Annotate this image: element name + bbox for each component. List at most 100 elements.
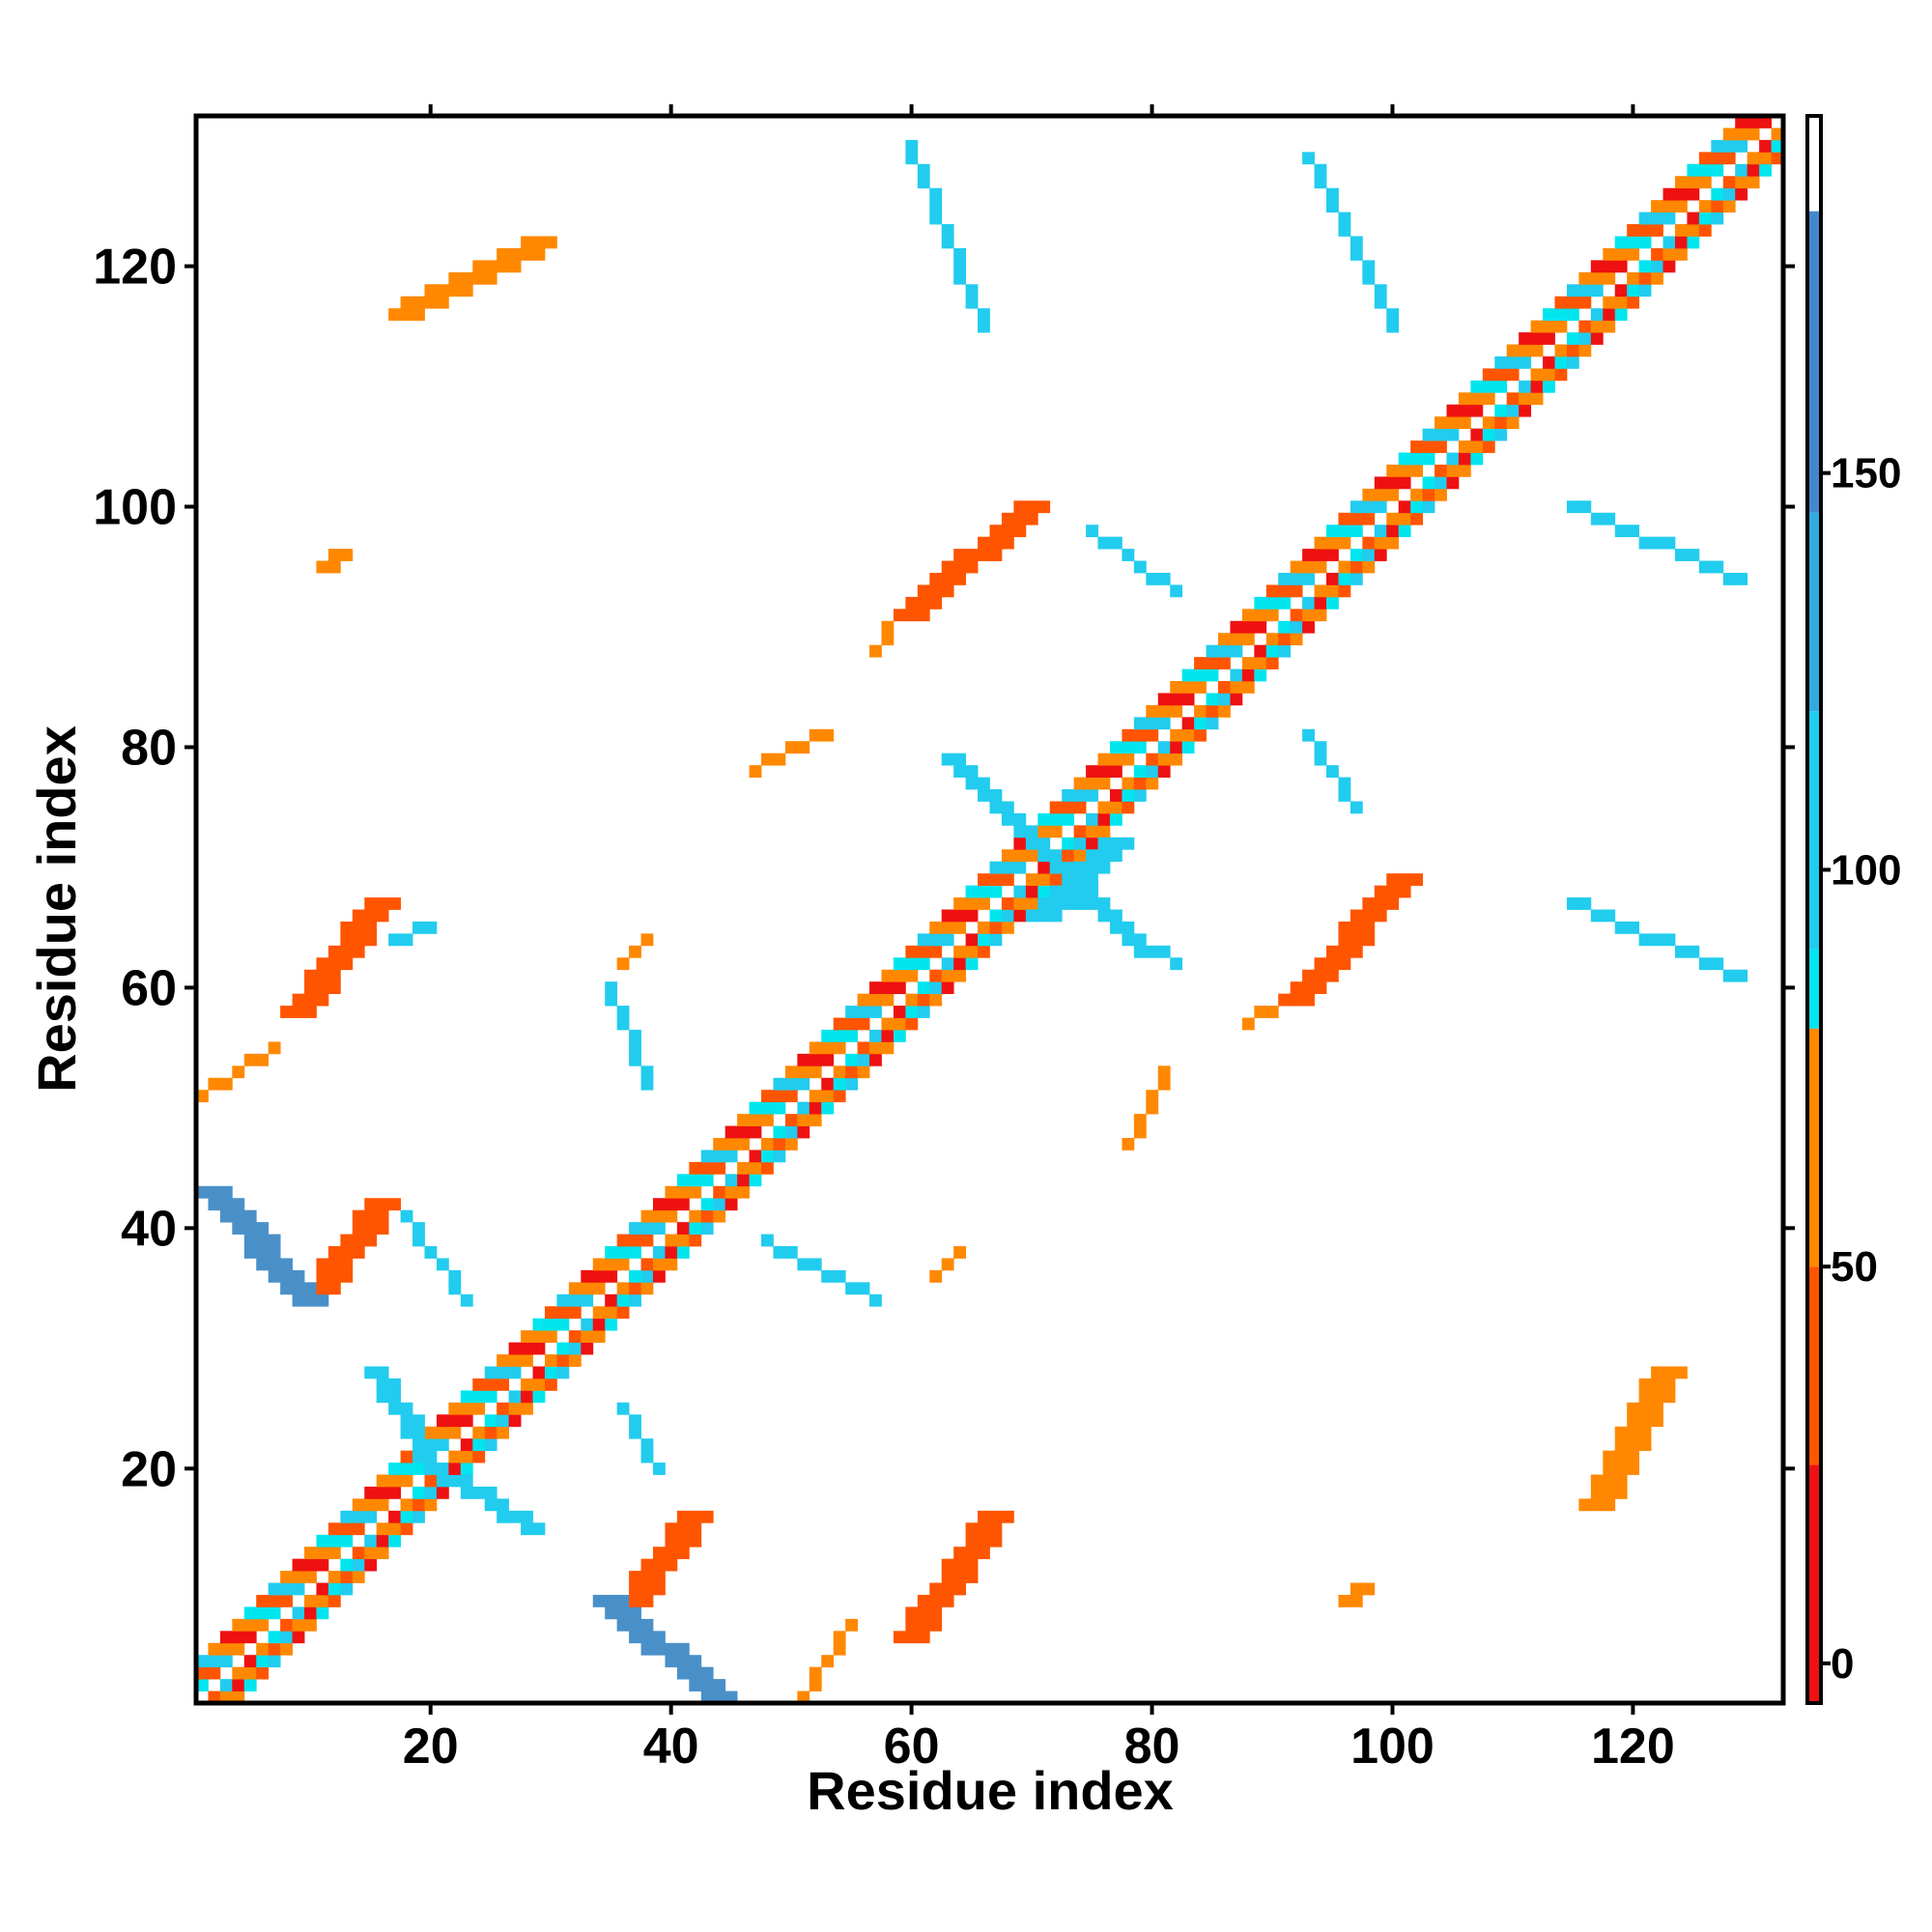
heatmap-cell <box>1374 897 1387 910</box>
heatmap-cell <box>833 1041 846 1055</box>
heatmap-cell <box>243 1631 257 1644</box>
heatmap-cell <box>1362 560 1376 574</box>
heatmap-cell <box>1254 596 1267 610</box>
heatmap-cell <box>1097 765 1111 778</box>
heatmap-cell <box>1314 753 1327 766</box>
heatmap-cell <box>592 1306 606 1320</box>
heatmap-cell <box>676 1222 690 1235</box>
heatmap-cell <box>352 1510 365 1523</box>
heatmap-cell <box>953 909 967 923</box>
heatmap-cell <box>713 1198 726 1211</box>
heatmap-cell <box>797 1690 810 1704</box>
heatmap-cell <box>592 1330 606 1343</box>
heatmap-cell <box>640 1258 654 1271</box>
heatmap-cell <box>700 1198 714 1211</box>
heatmap-cell <box>773 1090 786 1103</box>
heatmap-cell <box>1230 693 1243 706</box>
heatmap-cell <box>1350 801 1363 814</box>
heatmap-cell <box>1554 296 1568 309</box>
heatmap-cell <box>568 1282 582 1295</box>
heatmap-cell <box>1073 885 1087 898</box>
heatmap-cell <box>941 909 954 923</box>
heatmap-cell <box>581 1330 594 1343</box>
heatmap-cell <box>340 1582 354 1596</box>
heatmap-cell <box>773 1150 786 1163</box>
heatmap-cell <box>941 1571 954 1583</box>
heatmap-cell <box>1578 271 1592 285</box>
heatmap-cell <box>784 741 798 754</box>
heatmap-cell <box>388 1522 401 1536</box>
heatmap-cell <box>1013 897 1027 910</box>
heatmap-cell <box>1302 572 1315 585</box>
heatmap-cell <box>905 1017 919 1031</box>
heatmap-cell <box>1350 525 1363 538</box>
heatmap-cell <box>1062 801 1075 814</box>
heatmap-cell <box>352 945 365 958</box>
heatmap-cell <box>1025 825 1038 838</box>
heatmap-cell <box>1554 308 1568 321</box>
heatmap-cell <box>327 957 341 971</box>
heatmap-cell <box>1530 332 1544 345</box>
heatmap-cell <box>327 1571 341 1583</box>
heatmap-cell <box>484 1426 497 1439</box>
heatmap-cell <box>340 1522 354 1536</box>
heatmap-cell <box>340 933 354 947</box>
heatmap-cell <box>1001 897 1014 910</box>
heatmap-cell <box>965 957 979 971</box>
heatmap-cell <box>412 1498 425 1512</box>
colorbar-tick-label: 50 <box>1831 1243 1878 1291</box>
heatmap-cell <box>1519 332 1532 345</box>
heatmap-cell <box>376 1486 389 1499</box>
heatmap-cell <box>219 1198 233 1211</box>
heatmap-cell <box>1662 933 1676 947</box>
heatmap-cell <box>484 1366 497 1379</box>
heatmap-cell <box>989 921 1003 934</box>
heatmap-cell <box>1627 296 1640 309</box>
heatmap-cell <box>544 1330 557 1343</box>
heatmap-cell <box>616 1293 630 1307</box>
heatmap-cell <box>833 1065 846 1079</box>
heatmap-cell <box>472 260 486 273</box>
heatmap-cell <box>412 1450 425 1463</box>
heatmap-cell <box>316 993 329 1007</box>
heatmap-cell <box>1326 536 1339 550</box>
heatmap-cell <box>1194 704 1207 718</box>
heatmap-cell <box>388 1378 401 1391</box>
heatmap-cell <box>700 1161 714 1175</box>
heatmap-cell <box>1241 657 1255 669</box>
heatmap-cell <box>1566 296 1579 309</box>
colorbar-tick-label: 150 <box>1831 450 1901 497</box>
heatmap-cell <box>845 1053 858 1066</box>
colorbar-band <box>1807 1464 1821 1703</box>
heatmap-cell <box>965 777 979 790</box>
heatmap-cell <box>568 1293 582 1307</box>
heatmap-cell <box>1566 332 1579 345</box>
heatmap-cell <box>689 1655 702 1668</box>
heatmap-cell <box>376 1534 389 1548</box>
heatmap-cell <box>640 933 654 947</box>
heatmap-cell <box>1146 1101 1159 1115</box>
heatmap-cell <box>1711 152 1724 165</box>
heatmap-cell <box>1133 728 1147 742</box>
heatmap-cell <box>1037 825 1051 838</box>
heatmap-cell <box>1386 488 1400 501</box>
heatmap-cell <box>1170 584 1183 598</box>
heatmap-cell <box>208 1077 221 1091</box>
heatmap-cell <box>1651 1402 1663 1415</box>
heatmap-cell <box>1519 380 1532 393</box>
heatmap-cell <box>1265 657 1279 669</box>
heatmap-cell <box>700 1690 714 1704</box>
heatmap-cell <box>1554 355 1568 369</box>
heatmap-cell <box>700 1666 714 1680</box>
heatmap-cell <box>208 1198 221 1211</box>
heatmap-cell <box>1001 861 1014 874</box>
heatmap-cell <box>1374 284 1387 298</box>
heatmap-cell <box>388 1486 401 1499</box>
heatmap-cell <box>917 945 930 958</box>
heatmap-cell <box>292 1571 305 1583</box>
heatmap-cell <box>1157 1077 1171 1091</box>
heatmap-cell <box>1747 163 1760 177</box>
heatmap-cell <box>1122 933 1135 947</box>
heatmap-cell <box>472 1390 486 1404</box>
heatmap-cell <box>689 1161 702 1175</box>
